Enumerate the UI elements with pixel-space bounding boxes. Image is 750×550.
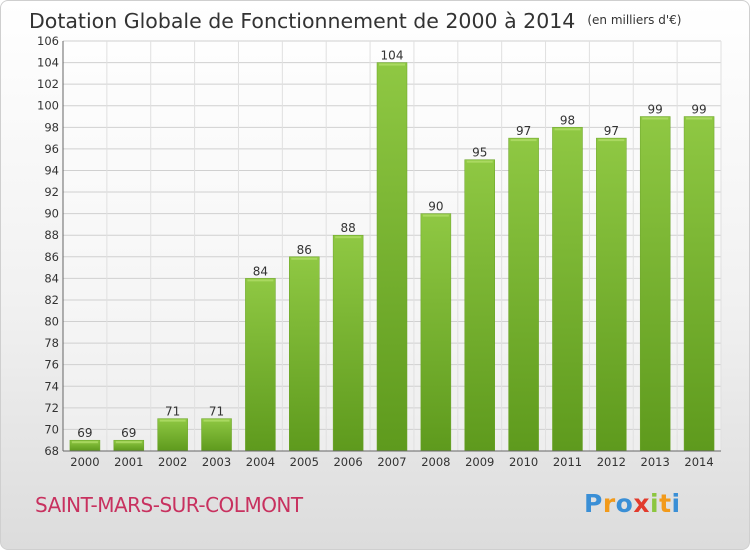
bar-highlight [379, 63, 405, 66]
bar-value-label: 88 [340, 221, 355, 235]
bar-value-label: 86 [297, 243, 312, 257]
y-tick-label: 86 [44, 250, 59, 264]
bar-highlight [422, 214, 449, 217]
bar-highlight [598, 139, 625, 142]
bar-value-label: 99 [691, 103, 706, 117]
bar-value-label: 99 [648, 103, 663, 117]
bar [201, 418, 232, 452]
bar-highlight [642, 117, 669, 120]
y-tick-label: 104 [37, 56, 59, 70]
y-tick-label: 84 [44, 271, 59, 285]
y-tick-label: 72 [44, 401, 59, 415]
y-tick-label: 98 [44, 120, 59, 134]
bar-highlight [686, 117, 713, 120]
logo-letter: i [671, 489, 681, 518]
logo-letter: P [584, 489, 603, 518]
x-tick-label: 2008 [421, 455, 450, 469]
x-tick-label: 2001 [114, 455, 143, 469]
x-tick-label: 2010 [509, 455, 538, 469]
bar-value-label: 98 [560, 113, 575, 127]
bar-value-label: 90 [428, 200, 443, 214]
logo-letter: t [659, 489, 672, 518]
proxiti-logo: Proxiti [584, 489, 681, 518]
y-tick-label: 106 [37, 34, 59, 48]
bar [245, 278, 276, 452]
axes [62, 41, 721, 452]
x-tick-label: 2011 [553, 455, 582, 469]
bar [420, 213, 452, 452]
bar-value-label: 97 [604, 124, 619, 138]
logo-letter: r [602, 489, 616, 518]
bar [639, 116, 671, 452]
bar-highlight [115, 441, 142, 444]
bar [596, 137, 627, 452]
chart-title: Dotation Globale de Fonctionnement de 20… [29, 9, 681, 33]
labels: 68 70 72 74 76 78 80 82 84 86 88 90 92 94 96 98 100 102 10… [37, 34, 714, 469]
x-tick-label: 2003 [202, 455, 231, 469]
x-tick-label: 2012 [597, 455, 626, 469]
x-tick-label: 2006 [333, 455, 362, 469]
x-tick-label: 2005 [290, 455, 319, 469]
x-tick-label: 2013 [641, 455, 670, 469]
bar-value-label: 95 [472, 146, 487, 160]
bar-highlight [510, 139, 537, 142]
x-tick-label: 2009 [465, 455, 494, 469]
bar [508, 137, 539, 452]
bar [683, 116, 715, 452]
bar [332, 234, 364, 452]
bar-highlight [466, 160, 493, 163]
y-tick-label: 78 [44, 336, 59, 350]
y-tick-label: 102 [37, 77, 59, 91]
bar-value-label: 69 [77, 426, 92, 440]
y-tick-label: 74 [44, 379, 59, 393]
bar-highlight [159, 419, 186, 422]
bar-highlight [335, 236, 362, 239]
chart-subtitle: (en milliers d'€) [587, 13, 682, 27]
bar-highlight [71, 441, 98, 444]
x-tick-label: 2007 [377, 455, 406, 469]
y-tick-label: 80 [44, 315, 59, 329]
logo-letter: i [650, 489, 660, 518]
logo-letter: x [633, 489, 650, 518]
y-tick-label: 68 [44, 444, 59, 458]
bar-value-label: 71 [165, 405, 180, 419]
bar [157, 418, 188, 452]
bar [289, 256, 320, 452]
y-tick-label: 96 [44, 142, 59, 156]
bar [464, 159, 495, 452]
bar-highlight [554, 128, 581, 131]
x-tick-label: 2000 [70, 455, 99, 469]
bar-highlight [291, 257, 318, 260]
x-tick-label: 2004 [246, 455, 275, 469]
bar [376, 62, 408, 452]
x-tick-label: 2002 [158, 455, 187, 469]
y-tick-label: 92 [44, 185, 59, 199]
bar-value-label: 84 [253, 264, 268, 278]
bar-value-label: 69 [121, 426, 136, 440]
bar-value-label: 71 [209, 405, 224, 419]
bar-highlight [247, 279, 274, 282]
y-tick-label: 76 [44, 358, 59, 372]
y-tick-label: 88 [44, 228, 59, 242]
bar-highlight [203, 419, 230, 422]
y-tick-label: 70 [44, 422, 59, 436]
y-tick-label: 94 [44, 163, 59, 177]
y-tick-label: 90 [44, 207, 59, 221]
bar [552, 127, 583, 452]
chart-title-text: Dotation Globale de Fonctionnement de 20… [29, 9, 576, 33]
x-tick-label: 2014 [684, 455, 713, 469]
y-tick-label: 100 [37, 99, 59, 113]
y-tick-label: 82 [44, 293, 59, 307]
bars [69, 62, 715, 452]
bar-value-label: 104 [381, 49, 404, 63]
logo-letter: o [615, 489, 634, 518]
commune-name: SAINT-MARS-SUR-COLMONT [35, 493, 303, 517]
bar-value-label: 97 [516, 124, 531, 138]
